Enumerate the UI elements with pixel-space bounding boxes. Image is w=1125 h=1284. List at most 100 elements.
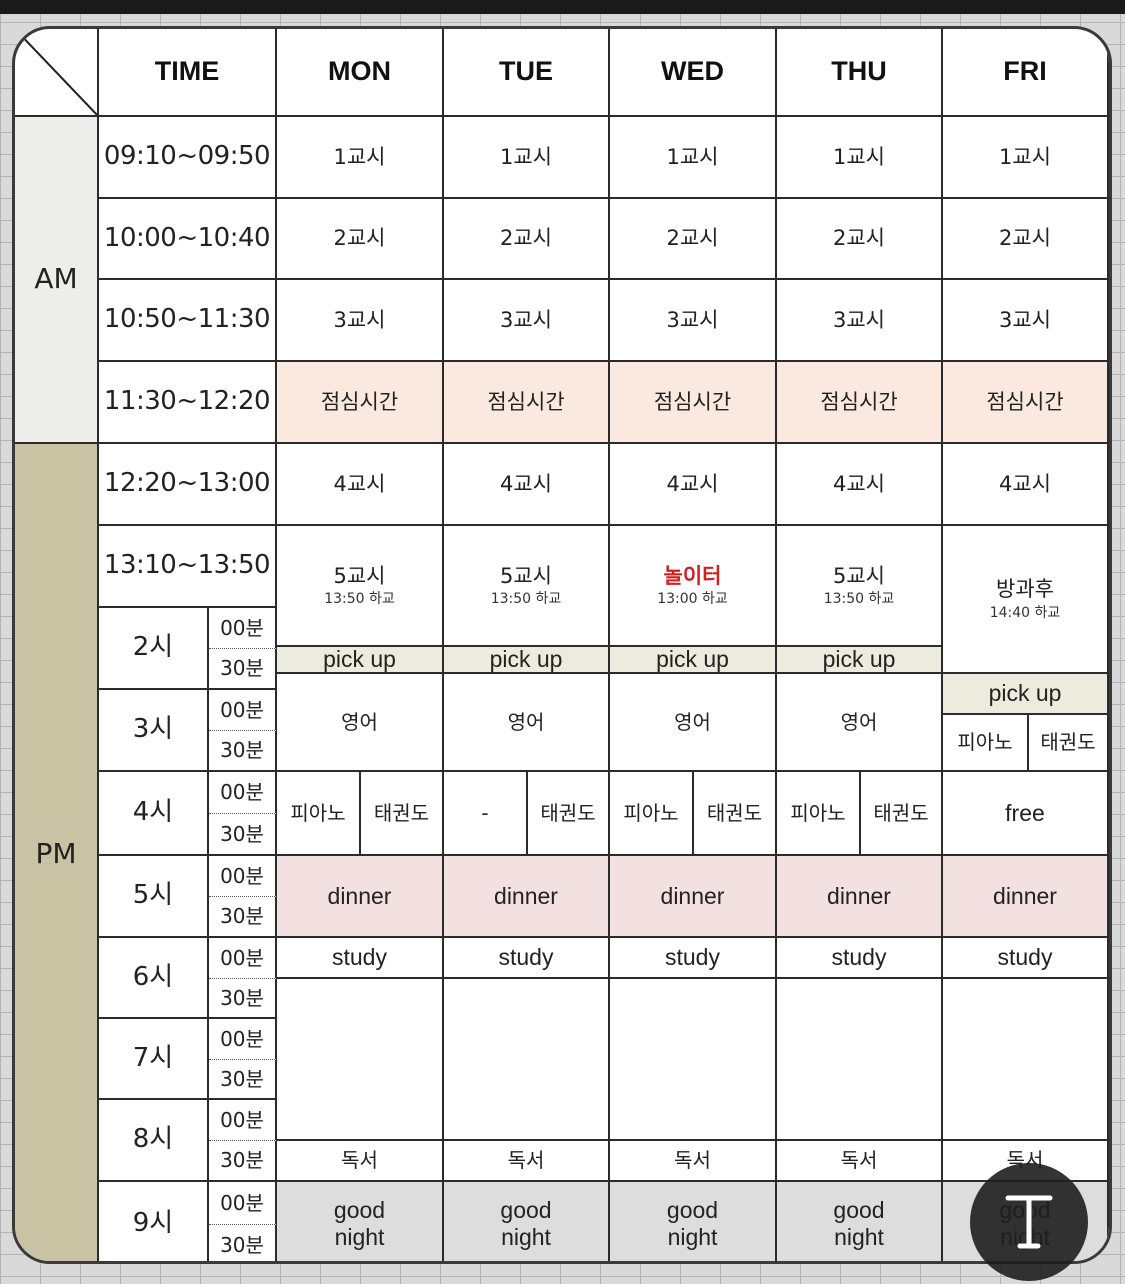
taekwondo-mon: 태권도 (361, 772, 444, 856)
piano-mon: 피아노 (277, 772, 361, 856)
time-slot-text: 11:30~12:20 (103, 386, 271, 417)
reading-wed: 독서 (610, 1141, 777, 1182)
period5-fri: 방과후 14:40 하교 (943, 526, 1109, 674)
period-p4-tue: 4교시 (444, 444, 610, 526)
period-text: 1교시 (666, 144, 719, 169)
period-p3-wed: 3교시 (610, 280, 777, 362)
empty-block-tue (444, 979, 610, 1141)
minute-text: 00분 (220, 697, 264, 722)
minute-00: 00분 (209, 1182, 277, 1225)
header-day-label: MON (328, 56, 391, 87)
pickup-text: pick up (656, 646, 729, 673)
top-bar (0, 0, 1125, 14)
pickup-mon: pick up (277, 646, 444, 674)
period5-mon: 5교시 13:50 하교 (277, 526, 444, 647)
hour-label: 9시 (99, 1182, 209, 1261)
english-text: 영어 (341, 709, 378, 734)
dinner-tue: dinner (444, 856, 610, 938)
period-p1-wed: 1교시 (610, 117, 777, 199)
time-slot: 10:00~10:40 (99, 199, 277, 280)
time-slot-text: 10:50~11:30 (103, 304, 271, 335)
study-text: study (665, 944, 720, 971)
hour-label: 5시 (99, 856, 209, 938)
minute-00: 00분 (209, 608, 277, 649)
header-wed: WED (610, 29, 777, 117)
header-time: TIME (99, 29, 277, 117)
night-text: night (334, 1223, 385, 1250)
header-time-label: TIME (154, 56, 220, 87)
pickup-text: pick up (489, 646, 563, 673)
period-text: 2교시 (998, 226, 1051, 251)
english-mon: 영어 (277, 674, 444, 772)
minute-text: 00분 (220, 780, 264, 804)
period-p3-fri: 3교시 (943, 280, 1109, 362)
piano-text: 피아노 (957, 730, 1013, 754)
minute-text: 00분 (220, 863, 264, 888)
period-text: 1교시 (499, 144, 552, 169)
study-tue: study (444, 938, 610, 979)
weekly-timetable: TIME MON TUE WED THU FRI AM PM 09:10~09:50 10:00~… (12, 26, 1112, 1264)
period-p4-thu: 4교시 (777, 444, 943, 526)
study-text: study (332, 944, 387, 971)
period-text: 4교시 (998, 471, 1051, 496)
period5-title: 놀이터 (663, 563, 722, 588)
minute-text: 30분 (220, 1066, 264, 1091)
night-text: night (667, 1223, 718, 1250)
hour-label: 8시 (99, 1100, 209, 1182)
dismissal-note: 13:50 하교 (490, 591, 562, 608)
study-text: study (831, 944, 887, 971)
time-slot: 10:50~11:30 (99, 280, 277, 362)
reading-thu: 독서 (777, 1141, 943, 1182)
dinner-text: dinner (327, 882, 392, 909)
study-wed: study (610, 938, 777, 979)
pickup-wed: pick up (610, 646, 777, 674)
dismissal-note: 13:00 하교 (657, 591, 728, 608)
good-text: good (500, 1197, 552, 1224)
period5-tue: 5교시 13:50 하교 (444, 526, 610, 647)
minute-30: 30분 (209, 897, 277, 938)
period5-title: 5교시 (333, 563, 386, 588)
reading-mon: 독서 (277, 1141, 444, 1182)
minute-00: 00분 (209, 690, 277, 731)
english-thu: 영어 (777, 674, 943, 772)
pickup-tue: pick up (444, 646, 610, 674)
dash-text: - (481, 800, 489, 825)
time-slot: 09:10~09:50 (99, 117, 277, 199)
minute-00: 00분 (209, 1019, 277, 1060)
time-slot: 12:20~13:00 (99, 444, 277, 526)
period-p1-mon: 1교시 (277, 117, 444, 199)
period-p2-tue: 2교시 (444, 199, 610, 280)
dinner-text: dinner (660, 882, 725, 909)
text-cursor-icon (1005, 1195, 1053, 1249)
pm-label: PM (15, 444, 99, 1261)
reading-tue: 독서 (444, 1141, 610, 1182)
minute-00: 00분 (209, 856, 277, 897)
period-text: 점심시간 (653, 389, 732, 414)
free-fri: free (943, 772, 1109, 856)
time-slot-text: 09:10~09:50 (103, 141, 271, 172)
text-tool-button[interactable] (970, 1163, 1088, 1281)
good-text: good (333, 1197, 386, 1224)
taekwondo-fri: 태권도 (1029, 715, 1109, 772)
minute-text: 30분 (220, 1148, 264, 1172)
period-text: 점심시간 (487, 389, 565, 414)
header-day-label: TUE (499, 56, 553, 87)
study-thu: study (777, 938, 943, 979)
period-p1-fri: 1교시 (943, 117, 1109, 199)
goodnight-wed: good night (610, 1182, 777, 1261)
dismissal-note: 13:50 하교 (823, 591, 895, 608)
period-text: 1교시 (333, 144, 386, 169)
header-day-label: WED (661, 56, 724, 87)
minute-30: 30분 (209, 731, 277, 772)
time-slot-text: 13:10~13:50 (103, 550, 271, 581)
reading-text: 독서 (840, 1148, 878, 1172)
pickup-fri: pick up (943, 674, 1109, 715)
dash-tue: - (444, 772, 528, 856)
period-text: 3교시 (666, 307, 719, 332)
minute-text: 30분 (220, 738, 264, 762)
piano-text: 피아노 (790, 800, 846, 825)
period5-title: 5교시 (499, 563, 552, 588)
goodnight-thu: good night (777, 1182, 943, 1261)
period-text: 2교시 (499, 226, 552, 251)
dinner-text: dinner (993, 882, 1057, 909)
